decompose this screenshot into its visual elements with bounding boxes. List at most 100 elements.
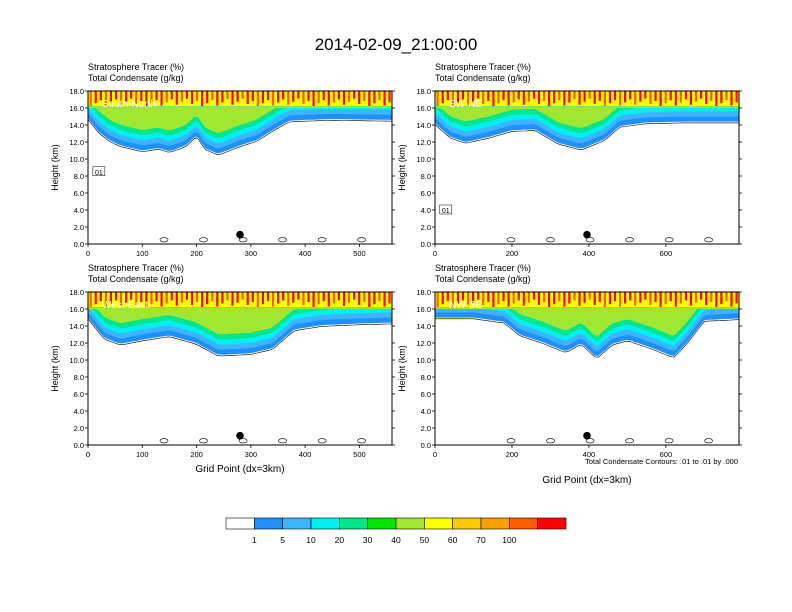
tracer-streak [568, 292, 571, 304]
tracer-streak [241, 91, 244, 99]
contour-label-box [439, 204, 453, 215]
y-tick-label: 8.0 [421, 172, 431, 181]
tracer-streak [715, 292, 718, 308]
x-axis-label: Grid Point (dx=3km) [542, 475, 631, 486]
tracer-streak [160, 292, 163, 307]
surface-contour [664, 438, 674, 444]
tracer-streak [211, 91, 214, 101]
tracer-streak [201, 91, 204, 107]
surface-contour [238, 237, 248, 243]
tracer-streak [466, 91, 470, 105]
tracer-streak [287, 91, 290, 105]
y-tick-label: 16.0 [69, 104, 84, 113]
tracer-streak [150, 91, 153, 104]
surface-contour [625, 237, 634, 243]
tracer-streak [246, 292, 249, 306]
tracer-streak [588, 292, 591, 300]
tracer-streak [125, 91, 128, 102]
surface-contour [317, 438, 327, 444]
colorbar-swatch [225, 517, 255, 530]
surface-contour [199, 438, 208, 444]
tracer-streak [710, 91, 713, 101]
tracer-streak [125, 292, 128, 303]
tracer-streak [558, 91, 561, 101]
tracer-streak [89, 292, 92, 308]
tracer-streak [114, 292, 118, 301]
tracer-streak [109, 292, 112, 304]
location-marker [583, 431, 591, 440]
tracer-streak [383, 292, 386, 307]
tracer-streak [598, 292, 601, 302]
tracer-streak [472, 91, 475, 102]
x-tick-label: 100 [136, 249, 149, 258]
tracer-streak [451, 292, 454, 307]
surface-contour [546, 438, 555, 444]
tracer-streak [195, 91, 199, 101]
surface-contour [357, 237, 366, 243]
tracer-streak [730, 292, 733, 307]
tracer-streak [322, 292, 325, 302]
tracer-streak [358, 91, 361, 105]
tracer-streak [664, 292, 667, 305]
surface-contour [664, 237, 674, 243]
tracer-streak [256, 91, 259, 107]
tracer-streak [522, 292, 525, 306]
tracer-streak [287, 292, 290, 306]
tracer-streak [332, 292, 335, 304]
condensate-label: Total Condensate (g/kg) [88, 73, 184, 83]
y-tick-label: 18.0 [69, 288, 84, 297]
tracer-streak [282, 292, 285, 301]
tracer-streak [700, 91, 703, 99]
y-tick-label: 0.0 [421, 441, 431, 450]
tracer-streak [347, 292, 351, 303]
location-marker [583, 230, 591, 239]
tracer-streak [477, 292, 480, 300]
x-tick-label: 400 [299, 450, 312, 459]
x-tick-label: 200 [506, 450, 519, 459]
y-tick-label: 16.0 [69, 305, 84, 314]
tracer-streak [231, 91, 234, 105]
tracer-streak [277, 91, 280, 103]
x-tick-label: 400 [583, 450, 596, 459]
condensate-label: Total Condensate (g/kg) [435, 73, 531, 83]
y-tick-label: 0.0 [74, 240, 84, 249]
x-tick-label: 400 [299, 249, 312, 258]
x-tick-label: 0 [86, 249, 90, 258]
contour-label-box [92, 166, 106, 176]
tracer-streak [689, 91, 693, 105]
tracer-streak [603, 292, 606, 308]
tracer-streak [135, 91, 138, 105]
tracer-streak [302, 292, 305, 306]
surface-contour [278, 237, 287, 243]
tracer-streak [140, 292, 143, 302]
y-axis-label: Height (km) [397, 144, 407, 191]
tracer-streak [271, 91, 275, 106]
tracer-streak [624, 91, 627, 103]
y-tick-label: 12.0 [416, 339, 431, 348]
plot-frame [434, 90, 740, 245]
surface-contour [278, 438, 287, 444]
tracer-streak [114, 91, 118, 100]
tracer-streak [226, 292, 229, 301]
x-tick-label: 500 [353, 450, 366, 459]
contour-footnote: Total Condensate Contours: .01 to .01 by… [585, 457, 738, 466]
tracer-streak [155, 91, 158, 101]
tracer-streak [502, 292, 505, 302]
colorbar-label: 70 [476, 535, 486, 545]
tracer-streak [104, 91, 107, 106]
tracer-streak [119, 292, 123, 306]
tracer-streak [363, 91, 366, 101]
tracer-streak [669, 91, 672, 101]
tracer-streak [522, 91, 525, 105]
tracer-streak [664, 91, 667, 104]
tracer-streak [558, 292, 561, 302]
tracer-streak [251, 292, 254, 302]
tracer-streak [282, 91, 285, 100]
y-tick-label: 14.0 [69, 121, 84, 130]
tracer-streak [684, 292, 687, 301]
tracer-streak [512, 91, 515, 103]
colorbar-swatch [452, 517, 482, 530]
tracer-streak [527, 292, 530, 303]
tracer-streak [634, 292, 637, 306]
tracer-label: Stratosphere Tracer (%) [435, 263, 531, 273]
